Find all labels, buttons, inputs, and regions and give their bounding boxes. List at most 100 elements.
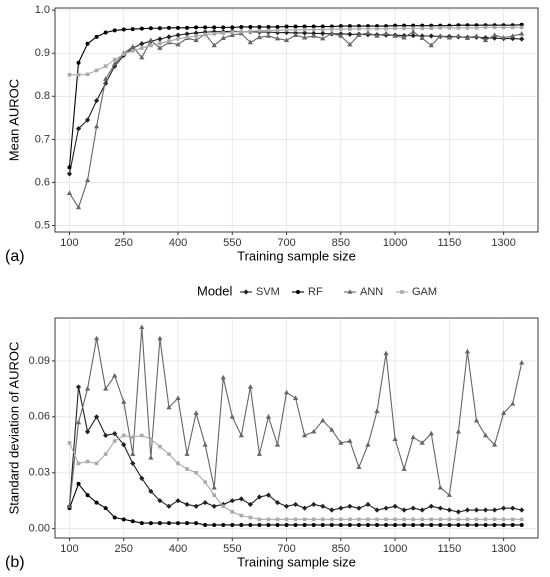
point <box>211 42 217 48</box>
point <box>311 27 316 32</box>
x-tick-label: 400 <box>169 237 187 249</box>
series: SVM <box>66 28 525 177</box>
point <box>473 417 480 423</box>
point <box>157 335 163 341</box>
point <box>410 28 416 34</box>
point <box>175 498 181 504</box>
point <box>212 522 217 527</box>
point <box>194 25 199 30</box>
point <box>121 27 126 32</box>
point <box>438 522 443 527</box>
point <box>491 35 498 41</box>
point <box>76 461 81 466</box>
point <box>248 29 253 34</box>
point <box>519 25 524 30</box>
x-tick-label: 1150 <box>438 543 462 555</box>
point <box>130 48 135 53</box>
point <box>193 410 199 415</box>
legend-label: SVM <box>256 286 280 298</box>
point <box>283 389 290 395</box>
point <box>320 35 326 41</box>
point <box>139 521 144 526</box>
point <box>510 33 516 38</box>
point <box>302 505 308 511</box>
point <box>519 522 524 527</box>
point <box>140 46 144 50</box>
point <box>356 522 361 527</box>
y-axis-label: Mean AUROC <box>6 79 21 161</box>
point <box>410 505 416 511</box>
point <box>429 517 434 522</box>
point <box>501 410 507 415</box>
point <box>176 37 180 41</box>
point <box>220 374 226 380</box>
point <box>212 32 216 36</box>
point <box>175 41 181 47</box>
point <box>212 493 216 497</box>
point <box>347 503 353 509</box>
point <box>103 386 109 391</box>
point <box>311 33 317 38</box>
point <box>274 499 281 506</box>
point <box>374 33 380 38</box>
point <box>203 522 208 527</box>
point <box>393 26 397 31</box>
point <box>283 29 290 36</box>
point <box>501 505 507 511</box>
point <box>438 517 443 522</box>
point <box>194 34 198 38</box>
point <box>239 513 244 518</box>
legend-marker <box>347 289 353 294</box>
point <box>175 395 181 400</box>
point <box>112 57 117 62</box>
point <box>338 24 343 29</box>
point <box>257 29 262 33</box>
point <box>311 24 316 29</box>
point <box>275 522 280 527</box>
point <box>320 517 325 522</box>
point <box>510 505 516 511</box>
point <box>339 27 343 31</box>
point <box>238 432 244 438</box>
point <box>383 30 389 36</box>
point <box>329 427 335 432</box>
point <box>420 517 425 522</box>
y-tick-label: 0.9 <box>35 47 50 59</box>
point <box>419 507 425 513</box>
point <box>75 419 82 425</box>
point <box>193 503 199 509</box>
point <box>103 452 108 456</box>
point <box>366 26 370 31</box>
point <box>257 517 262 522</box>
point <box>265 492 272 498</box>
point <box>203 480 207 484</box>
point <box>329 30 335 36</box>
point <box>320 30 326 37</box>
point <box>519 359 525 365</box>
point <box>94 335 100 341</box>
point <box>158 41 162 46</box>
point <box>356 505 362 511</box>
point <box>248 515 253 520</box>
panel-tag: (b) <box>5 554 25 571</box>
point <box>410 32 416 39</box>
point <box>302 522 307 527</box>
point <box>491 32 498 37</box>
point <box>283 503 290 509</box>
point <box>275 517 280 522</box>
point <box>302 432 308 438</box>
point <box>392 503 398 509</box>
point <box>357 26 361 31</box>
point <box>482 37 489 43</box>
y-tick-label: 0.03 <box>29 467 50 479</box>
point <box>519 36 525 42</box>
x-tick-label: 250 <box>115 543 133 555</box>
point <box>357 517 361 522</box>
y-tick-label: 0.6 <box>35 176 50 188</box>
point <box>257 24 262 29</box>
point <box>311 522 316 527</box>
point <box>375 522 379 527</box>
point <box>85 459 90 464</box>
point <box>302 24 307 29</box>
legend-label: ANN <box>360 286 383 298</box>
